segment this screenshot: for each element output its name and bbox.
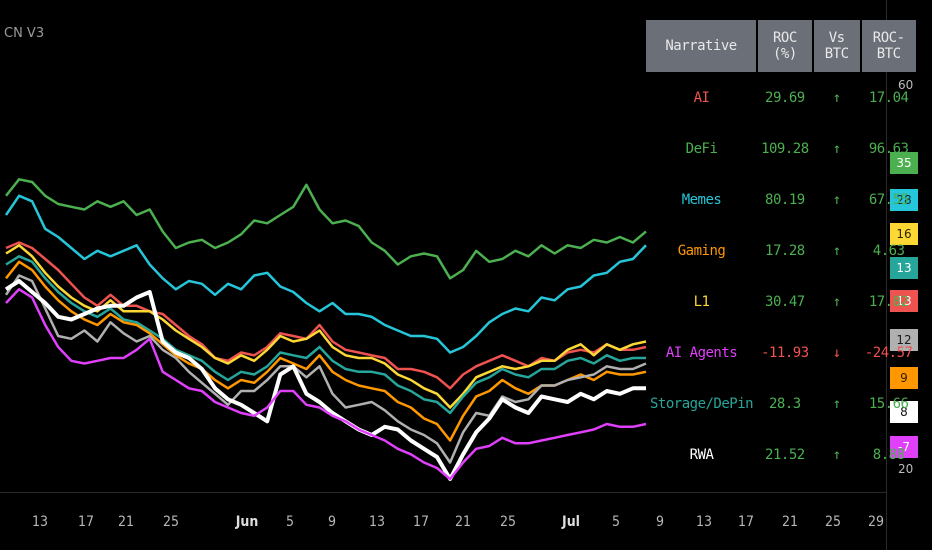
roc-value: 30.47 [765, 293, 805, 310]
roc-value: 21.52 [765, 446, 805, 463]
roc-btc-value: 15.66 [868, 395, 909, 412]
series-value-badge: 12 [890, 329, 918, 351]
series-line [4, 194, 647, 354]
series-value-badge: 9 [890, 367, 918, 389]
roc-btc-value: 17.04 [868, 89, 909, 106]
x-tick-label: 9 [327, 514, 337, 530]
x-tick-label: 13 [368, 514, 386, 530]
roc-value: 17.28 [765, 242, 805, 259]
narrative-name: AI [693, 89, 710, 106]
roc-btc-value: -24.57 [864, 344, 913, 361]
vs-btc-arrow: ↑ [832, 293, 841, 310]
vs-btc-arrow: ↑ [832, 446, 841, 463]
roc-value: 80.19 [765, 191, 805, 208]
series-line [5, 178, 647, 280]
x-tick-label: 9 [655, 514, 665, 530]
vs-btc-arrow: ↑ [832, 89, 841, 106]
vs-btc-arrow: ↑ [832, 191, 841, 208]
narrative-name: Storage/DePin [650, 395, 754, 412]
series-value-badge: 13 [890, 290, 918, 312]
table-row: DeFi 109.28 ↑ 96.63 [646, 123, 917, 174]
series-line [5, 241, 647, 390]
x-tick-label: 17 [412, 514, 430, 530]
vs-btc-arrow: ↓ [832, 344, 841, 361]
series-line [5, 244, 647, 409]
y-axis-line [886, 0, 887, 550]
series-line [4, 279, 646, 481]
narrative-name: Gaming [677, 242, 726, 259]
roc-btc-value: 4.63 [872, 242, 905, 259]
y-tick-label: 20 [898, 462, 914, 476]
roc-value: 29.69 [765, 89, 805, 106]
x-tick-label: 21 [781, 514, 799, 530]
header-vs-btc: Vs BTC [812, 20, 862, 72]
series-value-badge: 28 [890, 189, 918, 211]
table-row: AI Agents -11.93 ↓ -24.57 [646, 327, 917, 378]
series-value-badge: -7 [890, 436, 918, 458]
x-tick-label: 25 [162, 514, 180, 530]
table-row: L1 30.47 ↑ 17.82 [646, 276, 917, 327]
x-tick-label: 17 [77, 514, 95, 530]
table-row: AI 29.69 ↑ 17.04 [646, 72, 917, 123]
narrative-name: AI Agents [665, 344, 738, 361]
x-tick-label: Jul [562, 514, 580, 530]
narrative-name: RWA [689, 446, 714, 463]
table-row: Memes 80.19 ↑ 67.55 [646, 174, 917, 225]
header-roc: ROC (%) [757, 20, 814, 72]
x-tick-label: 5 [285, 514, 295, 530]
roc-btc-value: 96.63 [868, 140, 909, 157]
vs-btc-arrow: ↑ [832, 242, 841, 259]
narrative-name: Memes [681, 191, 722, 208]
table-row: Gaming 17.28 ↑ 4.63 [646, 225, 917, 276]
x-tick-label: 25 [499, 514, 517, 530]
series-value-badge: 35 [890, 152, 918, 174]
x-tick-label: 21 [117, 514, 135, 530]
vs-btc-arrow: ↑ [832, 395, 841, 412]
header-roc-btc: ROC-BTC [860, 20, 918, 72]
series-value-badge: 13 [890, 257, 918, 279]
indicator-title: CN V3 [4, 26, 45, 41]
table-row: RWA 21.52 ↑ 8.88 [646, 429, 917, 480]
header-narrative: Narrative [646, 20, 759, 72]
vs-btc-arrow: ↑ [832, 140, 841, 157]
roc-btc-value: 17.82 [868, 293, 909, 310]
x-tick-label: 25 [824, 514, 842, 530]
series-line [4, 274, 647, 464]
table-row: Storage/DePin 28.3 ↑ 15.66 [646, 378, 917, 429]
roc-value: 28.3 [769, 395, 801, 412]
series-value-badge: 16 [890, 223, 918, 245]
x-tick-label: 5 [611, 514, 621, 530]
roc-btc-value: 67.55 [868, 191, 909, 208]
x-tick-label: 21 [454, 514, 472, 530]
x-axis-line [0, 492, 886, 493]
x-tick-label: 17 [737, 514, 755, 530]
series-line [5, 255, 646, 415]
narrative-name: DeFi [685, 140, 718, 157]
x-tick-label: 13 [31, 514, 49, 530]
roc-value: 109.28 [761, 140, 809, 157]
narrative-name: L1 [693, 293, 710, 310]
x-tick-label: 13 [695, 514, 713, 530]
table-header-row: Narrative ROC (%) Vs BTC ROC-BTC [646, 20, 918, 72]
series-line [5, 260, 647, 442]
roc-btc-value: 8.88 [872, 446, 905, 463]
narrative-roc-table: Narrative ROC (%) Vs BTC ROC-BTC AI 29.6… [646, 20, 918, 480]
y-tick-label: 60 [898, 78, 914, 92]
x-tick-label: 29 [867, 514, 885, 530]
roc-value: -11.93 [761, 344, 809, 361]
series-line [5, 288, 647, 481]
series-value-badge: 8 [890, 401, 918, 423]
x-tick-label: Jun [235, 514, 259, 530]
